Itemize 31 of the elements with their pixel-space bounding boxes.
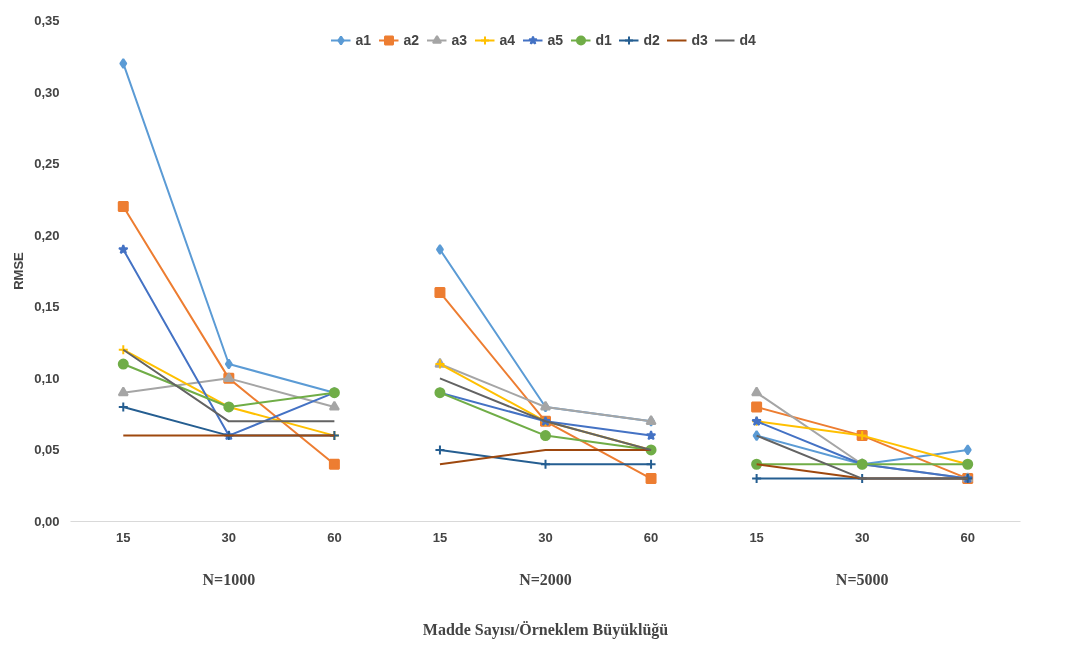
text: N=1000 [202, 570, 256, 588]
legend-label: a5 [547, 32, 565, 48]
x-tick-label: 15 [116, 529, 131, 545]
y-axis-title: RMSE [11, 251, 27, 290]
legend-label: d3 [691, 32, 709, 48]
y-tick-label: 0,20 [34, 227, 60, 243]
y-tick-label: 0,25 [34, 156, 60, 172]
x-tick-label: 60 [327, 529, 342, 545]
x-tick-label: 30 [221, 529, 237, 545]
y-tick-label: 0,05 [34, 442, 60, 458]
x-tick-label: 15 [432, 529, 448, 545]
y-tick-label: 0,00 [34, 514, 60, 529]
legend-label: d4 [739, 32, 757, 48]
x-tick-label: 15 [749, 529, 764, 545]
legend-label: a4 [499, 32, 517, 48]
x-axis-title: Madde Sayısı/Örneklem Büyüklüğü [422, 620, 669, 639]
y-tick-label: 0,35 [34, 13, 60, 28]
legend-label: a1 [355, 32, 373, 48]
legend-label: d2 [643, 32, 661, 48]
legend-label: a2 [403, 32, 421, 48]
legend-label: a3 [451, 32, 469, 48]
x-tick-label: 60 [960, 529, 975, 545]
x-tick-label: 30 [854, 529, 870, 545]
x-tick-label: 30 [538, 529, 553, 545]
x-tick-label: 60 [643, 529, 659, 545]
legend-label: d1 [595, 32, 613, 48]
text: N=5000 [835, 570, 889, 588]
text: N=2000 [519, 570, 572, 588]
y-tick-label: 0,30 [34, 84, 60, 100]
y-tick-label: 0,15 [34, 299, 60, 315]
y-tick-label: 0,10 [34, 370, 60, 386]
